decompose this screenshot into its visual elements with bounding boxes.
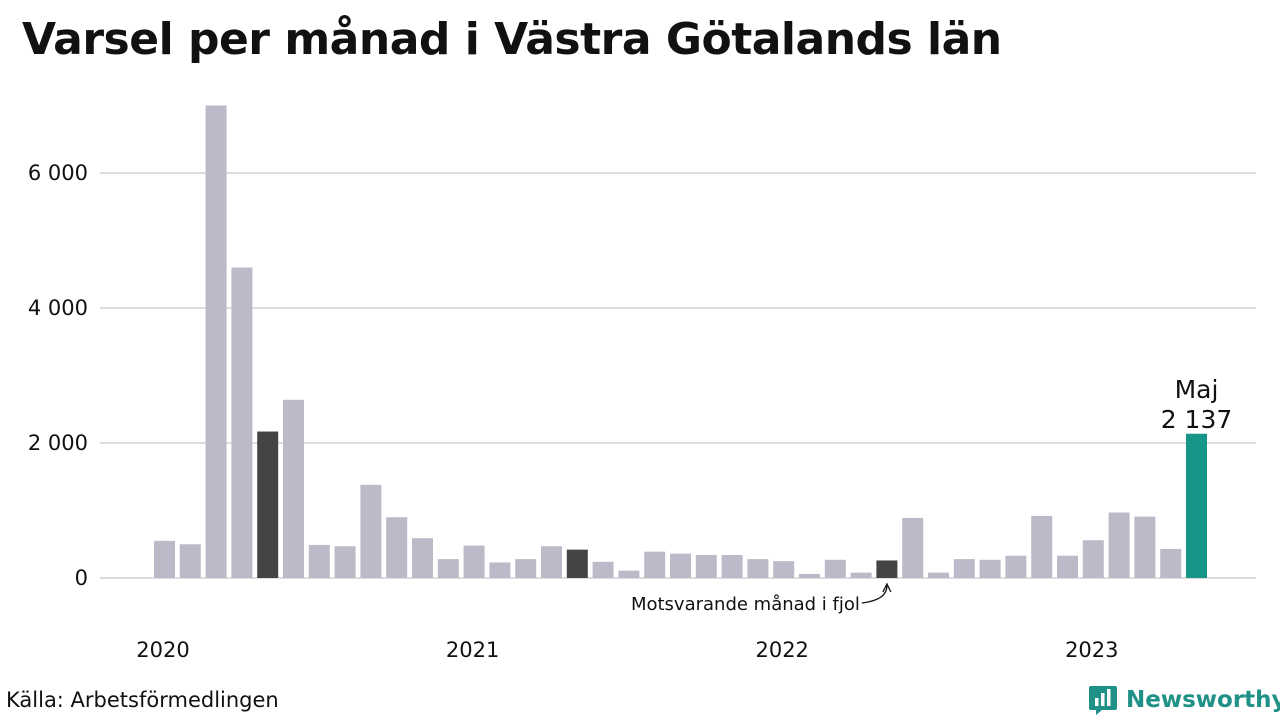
bar [515, 559, 537, 578]
x-tick-label: 2022 [755, 638, 808, 662]
bar [283, 399, 304, 578]
bar [644, 551, 666, 578]
bar [1160, 548, 1182, 578]
bar [850, 572, 872, 578]
bar [386, 517, 408, 578]
bar [618, 570, 640, 578]
bar [592, 561, 614, 578]
bar [231, 267, 253, 578]
y-tick-label: 0 [75, 566, 88, 590]
brand-logo: Newsworthy [1088, 684, 1280, 716]
bar [437, 559, 459, 578]
bar [670, 553, 691, 578]
annotation-text: Motsvarande månad i fjol [631, 594, 860, 615]
source-note: Källa: Arbetsförmedlingen [6, 688, 279, 712]
bar [773, 561, 795, 578]
highlight-month-label: Maj [1175, 375, 1219, 404]
x-tick-label: 2020 [136, 638, 189, 662]
x-axis-labels: 2020 2021 2022 2023 [136, 638, 1118, 662]
bar [799, 573, 820, 578]
bar [979, 559, 1001, 578]
y-tick-label: 4 000 [28, 296, 88, 320]
bar [1057, 555, 1078, 578]
bar [1005, 555, 1027, 578]
bar [928, 572, 949, 578]
bar [257, 431, 279, 578]
bar [308, 544, 330, 578]
y-axis-labels: 0 2 000 4 000 6 000 [28, 161, 88, 590]
bar [541, 546, 562, 578]
x-tick-label: 2021 [446, 638, 499, 662]
brand-name: Newsworthy [1126, 687, 1280, 713]
bar [412, 538, 433, 578]
bar [902, 517, 924, 578]
bar [463, 545, 485, 578]
bar [566, 549, 588, 578]
bar [179, 544, 201, 578]
bar [876, 560, 898, 578]
bar [1031, 515, 1053, 578]
y-tick-label: 6 000 [28, 161, 88, 185]
bar [1082, 540, 1104, 578]
bar [489, 562, 511, 578]
bar [824, 559, 846, 578]
bar [1134, 516, 1156, 578]
bar [747, 559, 769, 578]
bar [1186, 433, 1207, 578]
bar [1108, 512, 1130, 578]
bar [695, 555, 717, 578]
highlight-value-label: 2 137 [1161, 405, 1233, 434]
page-title: Varsel per månad i Västra Götalands län [22, 14, 1002, 65]
bar [154, 540, 175, 578]
y-tick-label: 2 000 [28, 431, 88, 455]
bar [953, 559, 975, 578]
bar [205, 105, 227, 578]
x-tick-label: 2023 [1065, 638, 1118, 662]
bars [154, 105, 1207, 578]
annotation-arrowhead [882, 582, 892, 593]
bar-chart-icon [1089, 686, 1117, 715]
bar [334, 546, 356, 578]
bar [721, 555, 743, 578]
annotation-arrow [861, 585, 888, 604]
bar [360, 484, 382, 578]
